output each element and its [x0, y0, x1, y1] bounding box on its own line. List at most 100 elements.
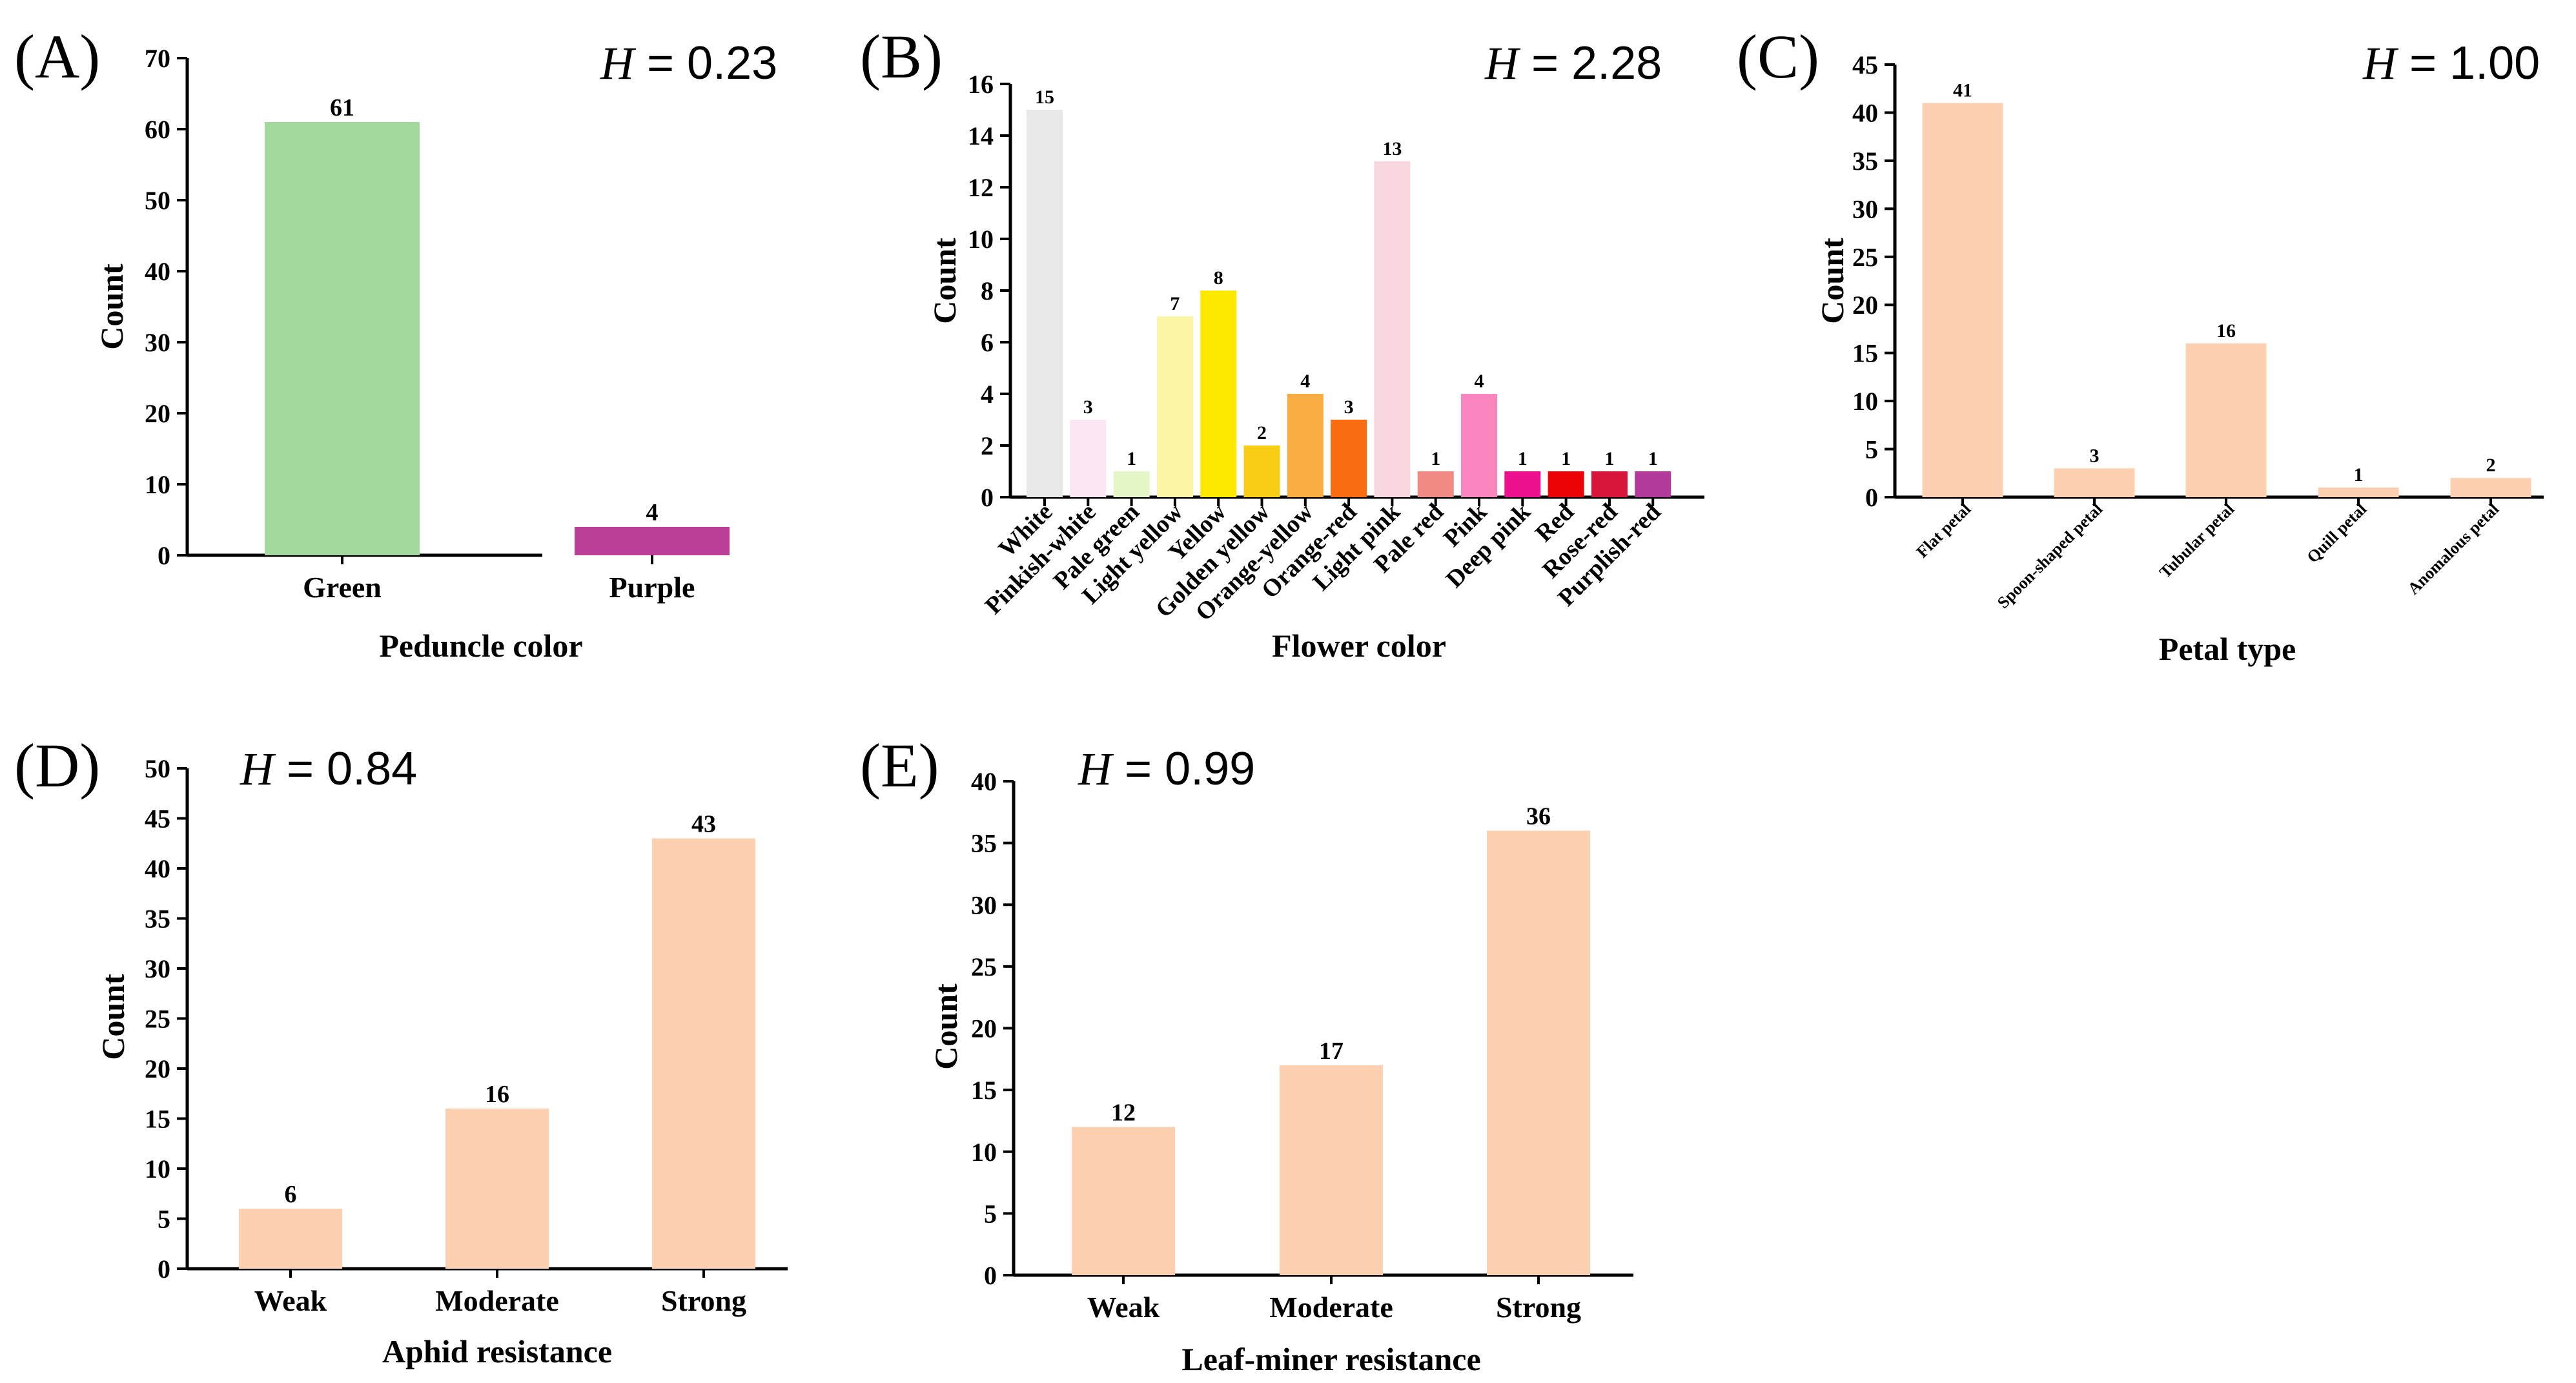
- x-axis-title: Aphid resistance: [382, 1333, 612, 1369]
- y-axis-title: Count: [95, 974, 131, 1060]
- data-label: 3: [2090, 445, 2100, 466]
- y-tick-label: 0: [158, 541, 170, 570]
- data-label: 41: [1953, 80, 1972, 101]
- y-tick-label: 50: [145, 186, 170, 215]
- y-tick-label: 6: [981, 328, 994, 357]
- x-tick-label: Strong: [661, 1284, 746, 1317]
- data-label: 16: [2216, 320, 2236, 342]
- data-label: 17: [1319, 1038, 1344, 1065]
- h-value: = 0.99: [1112, 743, 1255, 795]
- y-tick-label: 8: [981, 276, 994, 305]
- y-tick-label: 40: [971, 767, 997, 796]
- y-tick-label: 25: [971, 952, 997, 981]
- h-statistic: H = 0.84: [240, 743, 417, 795]
- data-label: 1: [1648, 448, 1658, 469]
- bar: [239, 1209, 342, 1269]
- bar: [1417, 471, 1454, 497]
- data-label: 1: [2354, 464, 2364, 486]
- y-tick-label: 15: [145, 1105, 170, 1134]
- data-label: 1: [1604, 448, 1614, 469]
- bar: [1331, 420, 1367, 497]
- y-tick-label: 16: [968, 70, 994, 99]
- y-tick-label: 0: [981, 483, 994, 512]
- y-tick-label: 25: [1852, 243, 1878, 272]
- y-tick-label: 70: [145, 44, 170, 73]
- y-tick-label: 30: [145, 954, 170, 983]
- x-axis-title: Petal type: [2159, 631, 2296, 667]
- data-label: 7: [1170, 293, 1180, 314]
- data-label: 4: [1300, 371, 1310, 392]
- x-tick-label: Purple: [609, 571, 695, 604]
- data-label: 12: [1111, 1100, 1136, 1127]
- x-tick-label: Tubular petal: [2156, 500, 2238, 582]
- data-label: 2: [2486, 455, 2496, 476]
- y-tick-label: 5: [1865, 435, 1878, 464]
- h-symbol: H: [1484, 37, 1521, 89]
- h-symbol: H: [600, 37, 637, 89]
- y-tick-label: 30: [1852, 194, 1878, 223]
- bar: [1487, 830, 1590, 1275]
- panel-label: (D): [14, 731, 100, 800]
- y-tick-label: 14: [968, 121, 994, 150]
- y-tick-label: 35: [145, 905, 170, 934]
- y-tick-label: 40: [145, 257, 170, 286]
- x-axis-title: Peduncle color: [379, 628, 582, 664]
- y-tick-label: 40: [1852, 98, 1878, 127]
- y-tick-label: 5: [984, 1199, 997, 1228]
- bar: [1070, 420, 1107, 497]
- y-tick-label: 25: [145, 1005, 170, 1034]
- y-tick-label: 20: [1852, 291, 1878, 320]
- x-tick-label: Flat petal: [1913, 500, 1975, 562]
- y-tick-label: 40: [145, 854, 170, 883]
- y-tick-label: 10: [968, 225, 994, 254]
- data-label: 36: [1526, 803, 1551, 830]
- chart-panel-c: (C) H = 1.00 0 5 10 15 20 25 30 35 40 45 Count Petal …: [1737, 22, 2544, 667]
- bar: [445, 1109, 549, 1269]
- x-tick-label: Moderate: [1269, 1291, 1393, 1324]
- bar: [1156, 316, 1193, 497]
- x-axis-title: Flower color: [1272, 628, 1446, 664]
- bar: [1635, 471, 1671, 497]
- panel-label: (A): [14, 22, 100, 91]
- y-tick-label: 50: [145, 754, 170, 783]
- y-tick-label: 0: [1865, 483, 1878, 512]
- data-label: 3: [1344, 396, 1354, 418]
- data-label: 1: [1518, 448, 1528, 469]
- chart-panel-e: (E) H = 0.99 0 5 10 15 20 25 30 35 40 Count Leaf-min…: [860, 731, 1633, 1377]
- y-tick-label: 45: [145, 804, 170, 834]
- data-label: 13: [1382, 138, 1402, 159]
- data-label: 61: [330, 94, 354, 121]
- bar: [652, 838, 755, 1269]
- y-tick-label: 60: [145, 115, 170, 144]
- y-tick-label: 12: [968, 173, 994, 202]
- h-value: = 0.84: [274, 743, 417, 795]
- bar: [575, 527, 730, 555]
- y-tick-label: 2: [981, 431, 994, 460]
- data-label: 1: [1127, 448, 1136, 469]
- y-tick-label: 4: [981, 380, 994, 409]
- bar: [1922, 103, 2003, 498]
- h-symbol: H: [1078, 743, 1114, 795]
- bar: [1461, 394, 1497, 497]
- data-label: 15: [1035, 87, 1054, 108]
- data-label: 3: [1083, 396, 1093, 418]
- data-label: 8: [1214, 267, 1223, 289]
- bar: [2054, 468, 2135, 497]
- y-tick-label: 10: [1852, 387, 1878, 416]
- chart-panel-a: (A) H = 0.23 0 10 20 30 40 50 60 70 Count Peduncle …: [14, 22, 777, 664]
- bar: [1280, 1065, 1383, 1275]
- h-statistic: H = 2.28: [1484, 37, 1662, 89]
- data-label: 1: [1431, 448, 1440, 469]
- h-value: = 1.00: [2397, 37, 2540, 89]
- h-symbol: H: [2362, 37, 2399, 89]
- y-axis-title: Count: [94, 263, 130, 350]
- x-tick-label: Quill petal: [2303, 500, 2370, 567]
- x-tick-label: Strong: [1496, 1291, 1581, 1324]
- bar: [2185, 343, 2267, 497]
- h-statistic: H = 0.99: [1078, 743, 1255, 795]
- y-axis-title: Count: [1814, 238, 1850, 324]
- y-tick-label: 35: [1852, 147, 1878, 176]
- y-tick-label: 10: [145, 1154, 170, 1183]
